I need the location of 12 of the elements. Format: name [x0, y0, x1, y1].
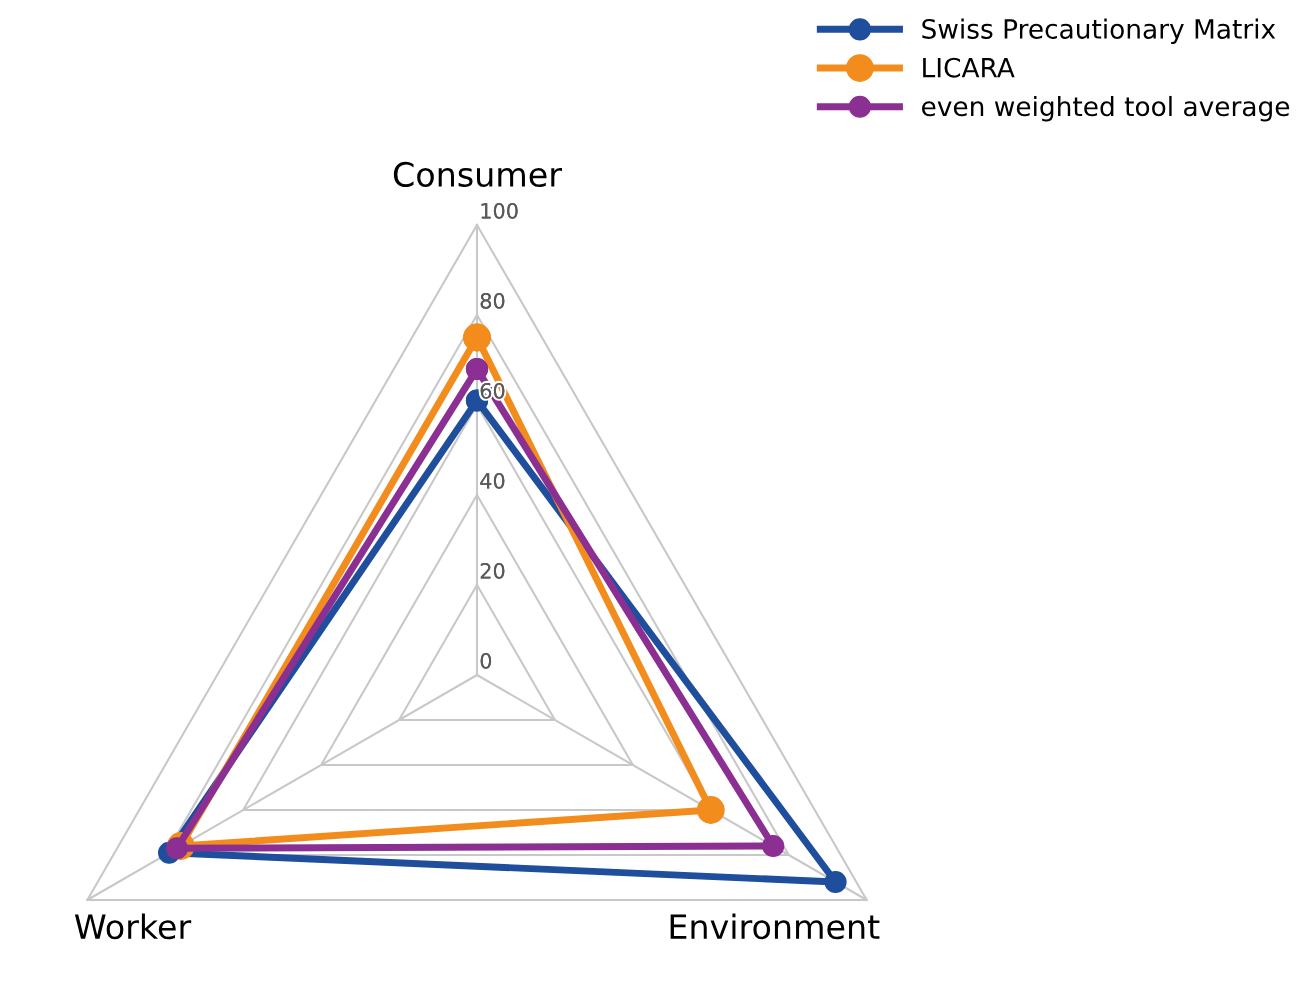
y-tick-label: 40 [480, 472, 505, 489]
y-tick-label: 100 [481, 202, 518, 219]
y-tick-label: 60 [480, 382, 505, 399]
legend-label: LICARA [923, 57, 1015, 78]
y-tick-label: 0 [480, 652, 492, 669]
spoke-label: Worker [74, 913, 192, 940]
legend-label: even weighted tool average [922, 95, 1290, 122]
spoke-label: Environment [670, 913, 880, 940]
y-tick-label: 20 [480, 562, 505, 579]
y-tick-label: 80 [480, 292, 505, 309]
legend-label: Swiss Precautionary Matrix [922, 18, 1276, 45]
spoke-label: Consumer [393, 161, 562, 188]
